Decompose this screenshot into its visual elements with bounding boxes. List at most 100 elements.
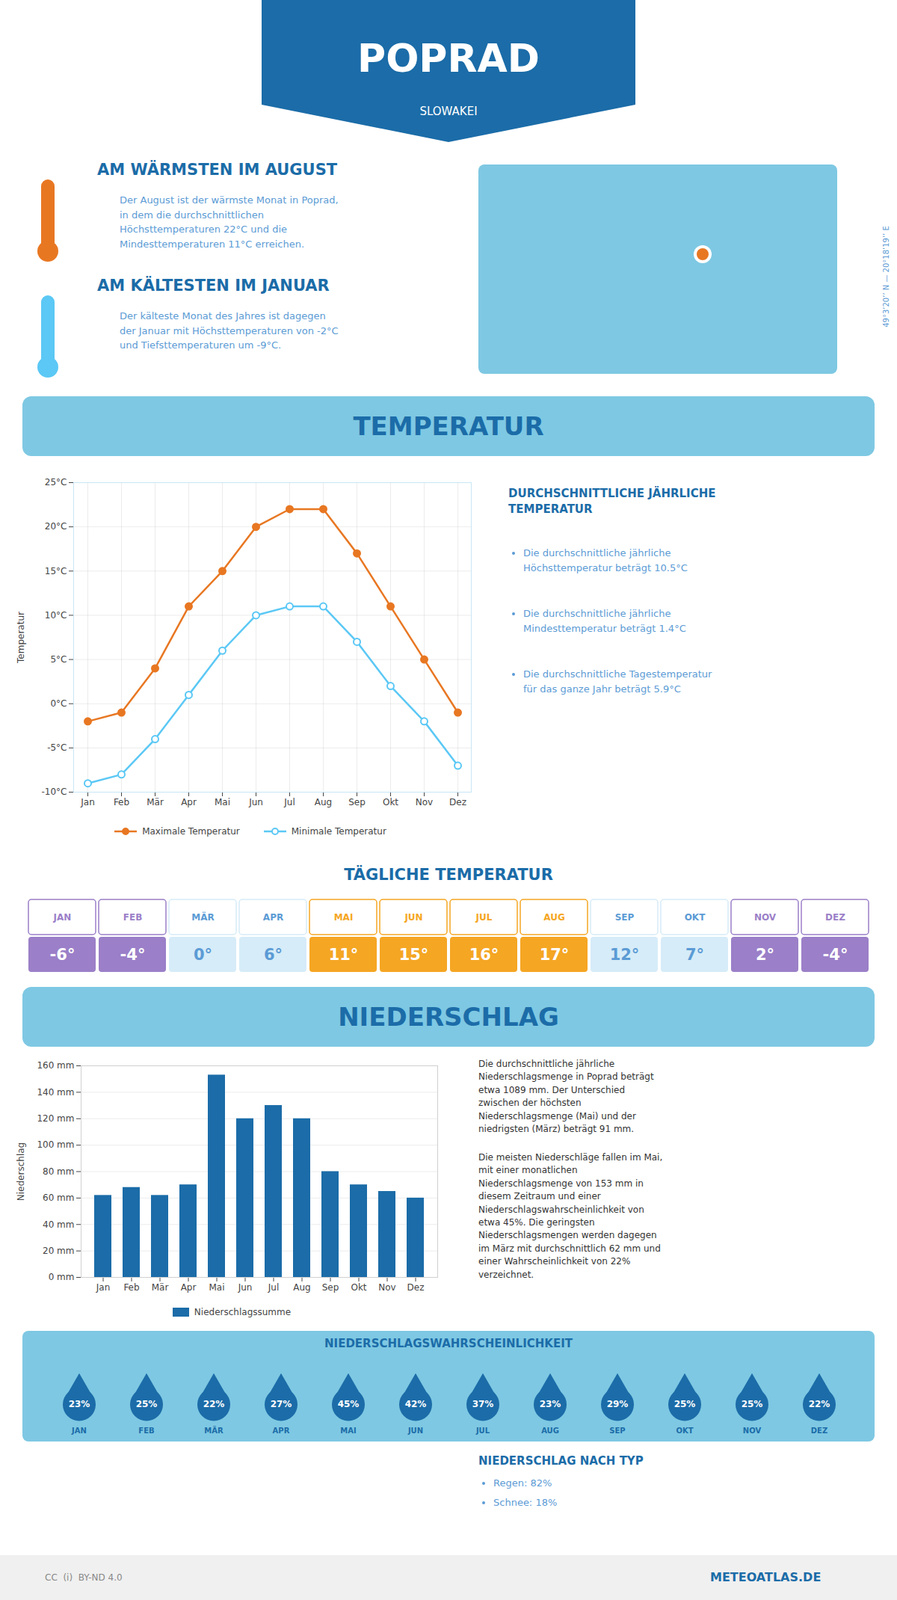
svg-text:Nov: Nov bbox=[378, 1281, 396, 1293]
svg-text:MÄR: MÄR bbox=[191, 911, 214, 923]
html-text:Die durchschnittliche jährlich: Die durchschnittliche jährliche Niedersc… bbox=[478, 1058, 654, 1134]
svg-text:NOV: NOV bbox=[754, 911, 777, 923]
svg-text:22%: 22% bbox=[808, 1398, 831, 1410]
svg-text:Mai: Mai bbox=[208, 1281, 225, 1293]
svg-text:45%: 45% bbox=[337, 1398, 360, 1410]
svg-text:Nov: Nov bbox=[415, 796, 433, 808]
svg-text:60 mm: 60 mm bbox=[42, 1192, 75, 1203]
svg-text:NOV: NOV bbox=[743, 1426, 762, 1435]
svg-text:Sep: Sep bbox=[348, 796, 366, 808]
svg-text:0°: 0° bbox=[193, 945, 213, 964]
svg-text:DEZ: DEZ bbox=[825, 911, 846, 923]
svg-text:25%: 25% bbox=[136, 1398, 158, 1410]
html-text:Die meisten Niederschläge fall: Die meisten Niederschläge fallen im Mai,… bbox=[478, 1151, 663, 1280]
svg-text:Mär: Mär bbox=[146, 796, 164, 808]
html-text:TEMPERATUR: TEMPERATUR bbox=[353, 411, 544, 442]
html-text:DURCHSCHNITTLICHE JÄHRLICHE TE: DURCHSCHNITTLICHE JÄHRLICHE TEMPERATUR bbox=[508, 486, 716, 516]
svg-text:Jun: Jun bbox=[248, 796, 264, 808]
svg-text:7°: 7° bbox=[685, 945, 705, 964]
svg-text:Okt: Okt bbox=[350, 1281, 367, 1293]
svg-text:MAI: MAI bbox=[334, 911, 354, 923]
svg-text:2°: 2° bbox=[755, 945, 775, 964]
svg-text:23%: 23% bbox=[68, 1398, 91, 1410]
svg-text:5°C: 5°C bbox=[50, 654, 67, 665]
svg-text:Aug: Aug bbox=[293, 1281, 311, 1293]
svg-text:Mär: Mär bbox=[151, 1281, 169, 1293]
svg-text:OKT: OKT bbox=[684, 911, 707, 923]
html-text:POPRAD: POPRAD bbox=[357, 35, 540, 81]
svg-text:JAN: JAN bbox=[71, 1426, 87, 1435]
svg-text:APR: APR bbox=[263, 911, 284, 923]
svg-text:15°C: 15°C bbox=[44, 565, 68, 577]
svg-text:25%: 25% bbox=[674, 1398, 696, 1410]
svg-text:20 mm: 20 mm bbox=[42, 1245, 75, 1256]
svg-text:25%: 25% bbox=[741, 1398, 764, 1410]
svg-text:Sep: Sep bbox=[322, 1281, 340, 1293]
svg-text:Mai: Mai bbox=[214, 796, 231, 808]
svg-text:Dez: Dez bbox=[449, 796, 467, 808]
svg-text:MÄR: MÄR bbox=[204, 1424, 224, 1435]
svg-text:23%: 23% bbox=[539, 1398, 562, 1410]
svg-text:SEP: SEP bbox=[609, 1426, 625, 1435]
svg-text:Apr: Apr bbox=[180, 796, 197, 808]
svg-text:17°: 17° bbox=[539, 945, 570, 964]
svg-text:0°C: 0°C bbox=[50, 698, 67, 709]
svg-text:JAN: JAN bbox=[53, 911, 72, 923]
svg-text:DEZ: DEZ bbox=[811, 1426, 828, 1435]
svg-text:-10°C: -10°C bbox=[41, 786, 68, 797]
svg-text:JUL: JUL bbox=[475, 911, 493, 923]
svg-text:25°C: 25°C bbox=[44, 476, 68, 488]
svg-text:FEB: FEB bbox=[138, 1426, 154, 1435]
svg-text:AUG: AUG bbox=[541, 1426, 560, 1435]
html-text:Der August ist der wärmste Mon: Der August ist der wärmste Monat in Popr… bbox=[119, 194, 339, 250]
svg-text:JUN: JUN bbox=[403, 911, 423, 923]
svg-text:Dez: Dez bbox=[407, 1281, 425, 1293]
svg-text:Feb: Feb bbox=[123, 1281, 140, 1293]
svg-text:12°: 12° bbox=[609, 945, 640, 964]
svg-text:27%: 27% bbox=[270, 1398, 293, 1410]
html-text:Die durchschnittliche jährlich: Die durchschnittliche jährliche Mindestt… bbox=[523, 607, 686, 634]
svg-text:6°: 6° bbox=[263, 945, 283, 964]
svg-text:120 mm: 120 mm bbox=[36, 1113, 75, 1124]
svg-text:Jul: Jul bbox=[283, 796, 295, 808]
html-text:NIEDERSCHLAG: NIEDERSCHLAG bbox=[337, 1001, 560, 1032]
svg-text:-4°: -4° bbox=[822, 945, 849, 964]
svg-text:Jan: Jan bbox=[79, 796, 95, 808]
svg-text:10°C: 10°C bbox=[44, 609, 68, 621]
svg-text:Apr: Apr bbox=[180, 1281, 197, 1293]
svg-text:Jan: Jan bbox=[95, 1281, 111, 1293]
svg-text:-6°: -6° bbox=[50, 945, 76, 964]
svg-text:Aug: Aug bbox=[314, 796, 332, 808]
svg-text:160 mm: 160 mm bbox=[36, 1059, 75, 1071]
svg-text:Jun: Jun bbox=[237, 1281, 253, 1293]
svg-text:OKT: OKT bbox=[675, 1426, 693, 1435]
svg-text:22%: 22% bbox=[203, 1398, 225, 1410]
svg-text:Jul: Jul bbox=[267, 1281, 279, 1293]
svg-text:Niederschlag: Niederschlag bbox=[15, 1142, 27, 1201]
svg-text:11°: 11° bbox=[328, 945, 359, 964]
svg-text:APR: APR bbox=[272, 1426, 291, 1435]
svg-text:JUN: JUN bbox=[407, 1426, 424, 1435]
svg-text:80 mm: 80 mm bbox=[42, 1166, 75, 1177]
svg-text:SEP: SEP bbox=[615, 911, 635, 923]
svg-text:140 mm: 140 mm bbox=[36, 1086, 75, 1098]
svg-text:AUG: AUG bbox=[543, 911, 566, 923]
svg-text:29%: 29% bbox=[606, 1398, 629, 1410]
svg-text:MAI: MAI bbox=[340, 1426, 356, 1435]
html-text:Der kälteste Monat des Jahres: Der kälteste Monat des Jahres ist dagege… bbox=[119, 310, 339, 351]
svg-text:37%: 37% bbox=[472, 1398, 495, 1410]
svg-text:-4°: -4° bbox=[120, 945, 146, 964]
svg-text:JUL: JUL bbox=[475, 1426, 491, 1435]
svg-text:-5°C: -5°C bbox=[47, 742, 67, 753]
svg-text:Okt: Okt bbox=[382, 796, 399, 808]
svg-text:0 mm: 0 mm bbox=[48, 1271, 75, 1282]
svg-text:Temperatur: Temperatur bbox=[15, 611, 27, 664]
svg-text:42%: 42% bbox=[405, 1398, 427, 1410]
svg-text:Feb: Feb bbox=[113, 796, 130, 808]
svg-text:40 mm: 40 mm bbox=[42, 1219, 75, 1230]
svg-text:100 mm: 100 mm bbox=[36, 1139, 75, 1150]
svg-text:15°: 15° bbox=[399, 945, 430, 964]
svg-text:20°C: 20°C bbox=[44, 521, 68, 532]
svg-text:FEB: FEB bbox=[123, 911, 143, 923]
svg-text:16°: 16° bbox=[469, 945, 500, 964]
